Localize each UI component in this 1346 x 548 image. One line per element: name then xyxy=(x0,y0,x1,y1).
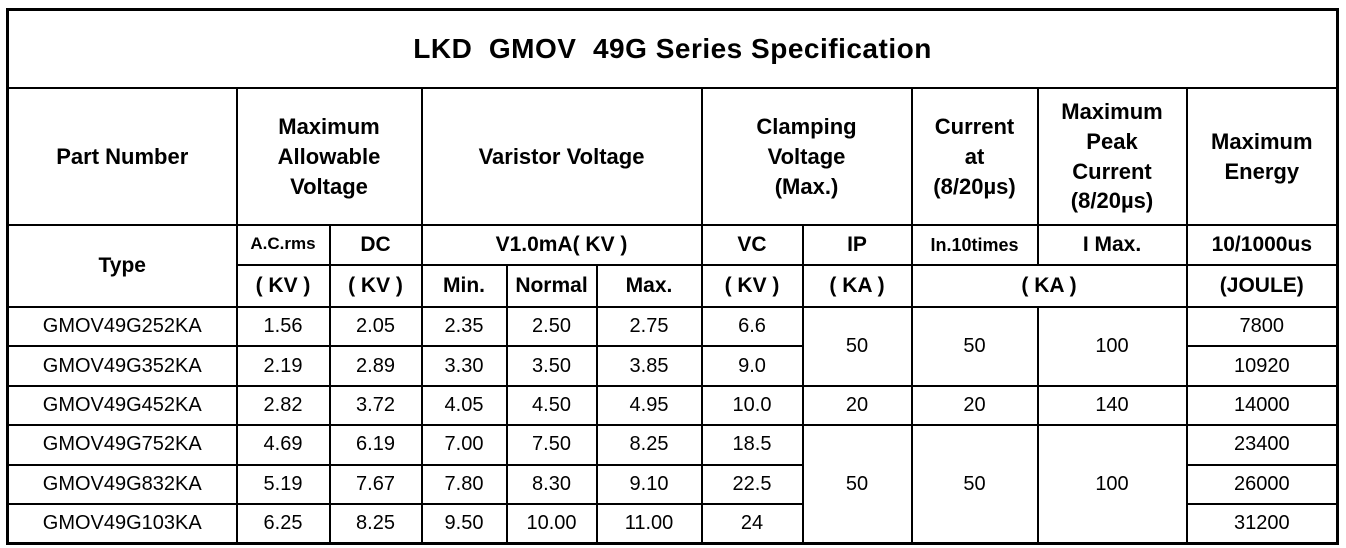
max-cell: 4.95 xyxy=(595,384,703,427)
normal-cell: 3.50 xyxy=(505,345,598,387)
normal-cell: 4.50 xyxy=(505,384,598,427)
header-impulse-10-1000: 10/1000us xyxy=(1185,224,1339,266)
dc-cell: 8.25 xyxy=(328,503,423,545)
energy-cell: 7800 xyxy=(1185,306,1339,348)
header-vc: VC xyxy=(700,224,804,266)
header-row-units: ( KV ) ( KV ) Min. Normal Max. ( KV ) ( … xyxy=(8,263,1339,309)
normal-cell: 8.30 xyxy=(505,463,598,506)
max-cell: 3.85 xyxy=(595,345,703,387)
max-cell: 2.75 xyxy=(595,306,703,348)
dc-cell: 2.05 xyxy=(328,306,423,348)
table-row: GMOV49G452KA 2.82 3.72 4.05 4.50 4.95 10… xyxy=(6,384,1339,427)
header-clamping-voltage: Clamping Voltage (Max.) xyxy=(700,87,913,227)
header-varistor-voltage: Varistor Voltage xyxy=(420,87,703,227)
header-ip: IP xyxy=(801,224,913,266)
part-number-cell: GMOV49G832KA xyxy=(6,463,238,506)
ip-cell-group1: 50 xyxy=(801,306,913,387)
i-max-cell-group2: 100 xyxy=(1036,424,1188,545)
vc-cell: 6.6 xyxy=(700,306,804,348)
header-normal: Normal xyxy=(505,263,598,309)
ip-cell: 20 xyxy=(801,384,913,427)
title-row: LKD GMOV 49G Series Specification xyxy=(6,8,1339,90)
table-row: GMOV49G832KA 5.19 7.67 7.80 8.30 9.10 22… xyxy=(6,463,1339,506)
header-row-main: Part Number Maximum Allowable Voltage Va… xyxy=(6,87,1339,227)
normal-cell: 7.50 xyxy=(505,424,598,466)
specification-table: LKD GMOV 49G Series Specification Part N… xyxy=(6,8,1340,545)
min-cell: 4.05 xyxy=(420,384,508,427)
header-row-sub: Type A.C.rms DC V1.0mA( KV ) VC IP In.10… xyxy=(6,224,1339,309)
max-cell: 11.00 xyxy=(595,503,703,545)
header-current-at: Current at (8/20µs) xyxy=(910,87,1039,227)
header-part-number: Part Number xyxy=(6,87,238,227)
header-type: Type xyxy=(6,224,238,309)
min-cell: 3.30 xyxy=(420,345,508,387)
ac-rms-cell: 5.19 xyxy=(235,463,331,506)
min-cell: 7.80 xyxy=(420,463,508,506)
dc-cell: 6.19 xyxy=(328,424,423,466)
header-min: Min. xyxy=(420,263,508,309)
unit-kv-dc: ( KV ) xyxy=(328,263,423,309)
part-number-cell: GMOV49G103KA xyxy=(6,503,238,545)
header-dc: DC xyxy=(328,224,423,266)
min-cell: 9.50 xyxy=(420,503,508,545)
normal-cell: 10.00 xyxy=(505,503,598,545)
table-row: GMOV49G252KA 1.56 2.05 2.35 2.50 2.75 6.… xyxy=(6,306,1339,387)
unit-kv-ac: ( KV ) xyxy=(235,263,331,309)
table-row: GMOV49G352KA 2.19 2.89 3.30 3.50 3.85 9.… xyxy=(6,345,1339,387)
in-10times-cell-group2: 50 xyxy=(910,424,1039,545)
energy-cell: 10920 xyxy=(1185,345,1339,387)
part-number-cell: GMOV49G752KA xyxy=(6,424,238,466)
energy-cell: 14000 xyxy=(1185,384,1339,427)
energy-cell: 23400 xyxy=(1185,424,1339,466)
header-i-max: I Max. xyxy=(1036,224,1188,266)
vc-cell: 18.5 xyxy=(700,424,804,466)
ip-cell-group2: 50 xyxy=(801,424,913,545)
vc-cell: 9.0 xyxy=(700,345,804,387)
header-max: Max. xyxy=(595,263,703,309)
dc-cell: 2.89 xyxy=(328,345,423,387)
unit-ka-ip: ( KA ) xyxy=(801,263,913,309)
part-number-cell: GMOV49G252KA xyxy=(6,306,238,348)
vc-cell: 10.0 xyxy=(700,384,804,427)
max-cell: 8.25 xyxy=(595,424,703,466)
max-cell: 9.10 xyxy=(595,463,703,506)
unit-joule: (JOULE) xyxy=(1185,263,1339,309)
header-max-energy: Maximum Energy xyxy=(1185,87,1339,227)
unit-kv-vc: ( KV ) xyxy=(700,263,804,309)
table-row: GMOV49G752KA 4.69 6.19 7.00 7.50 8.25 18… xyxy=(6,424,1339,545)
header-in-10times: In.10times xyxy=(910,224,1039,266)
min-cell: 7.00 xyxy=(420,424,508,466)
dc-cell: 7.67 xyxy=(328,463,423,506)
ac-rms-cell: 2.82 xyxy=(235,384,331,427)
i-max-cell-group1: 100 xyxy=(1036,306,1188,387)
part-number-cell: GMOV49G452KA xyxy=(6,384,238,427)
vc-cell: 24 xyxy=(700,503,804,545)
in-10times-cell: 20 xyxy=(910,384,1039,427)
part-number-cell: GMOV49G352KA xyxy=(6,345,238,387)
dc-cell: 3.72 xyxy=(328,384,423,427)
table-row: GMOV49G103KA 6.25 8.25 9.50 10.00 11.00 … xyxy=(6,503,1339,545)
header-max-peak-current: Maximum Peak Current (8/20µs) xyxy=(1036,87,1188,227)
i-max-cell: 140 xyxy=(1036,384,1188,427)
ac-rms-cell: 2.19 xyxy=(235,345,331,387)
energy-cell: 26000 xyxy=(1185,463,1339,506)
unit-ka-span: ( KA ) xyxy=(910,263,1188,309)
ac-rms-cell: 1.56 xyxy=(235,306,331,348)
min-cell: 2.35 xyxy=(420,306,508,348)
ac-rms-cell: 6.25 xyxy=(235,503,331,545)
vc-cell: 22.5 xyxy=(700,463,804,506)
table-title: LKD GMOV 49G Series Specification xyxy=(6,8,1339,90)
header-ac-rms: A.C.rms xyxy=(235,224,331,266)
in-10times-cell-group1: 50 xyxy=(910,306,1039,387)
ac-rms-cell: 4.69 xyxy=(235,424,331,466)
header-max-allowable-voltage: Maximum Allowable Voltage xyxy=(235,87,423,227)
energy-cell: 31200 xyxy=(1185,503,1339,545)
header-v1ma: V1.0mA( KV ) xyxy=(420,224,703,266)
normal-cell: 2.50 xyxy=(505,306,598,348)
